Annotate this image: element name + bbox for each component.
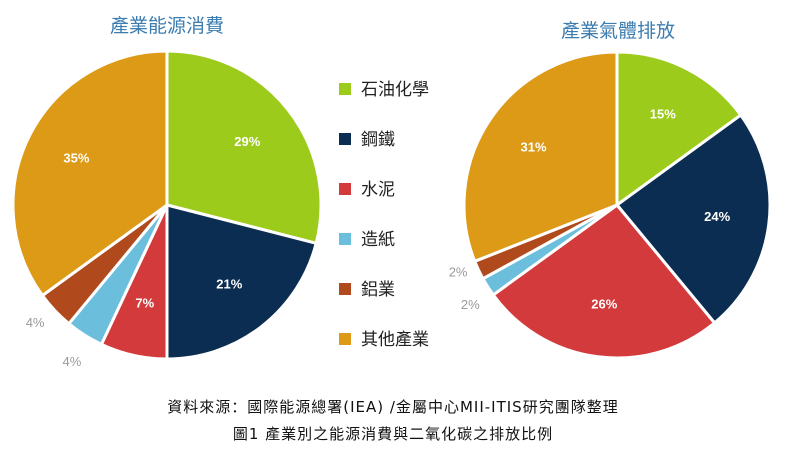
legend-label-5: 其他產業 xyxy=(361,330,429,350)
legend-swatch-0 xyxy=(339,83,351,95)
pie2-label-1: 24% xyxy=(704,209,730,224)
pie2-label-2: 26% xyxy=(591,297,617,312)
source-note: 資料來源：國際能源總署(IEA) /金屬中心MII-ITIS研究團隊整理 xyxy=(167,398,619,416)
pie1-label-5: 35% xyxy=(63,150,89,165)
pie1-slice-1 xyxy=(165,203,318,361)
legend-label-1: 鋼鐵 xyxy=(361,130,395,150)
pie1-label-3: 4% xyxy=(63,354,82,369)
legend-swatch-1 xyxy=(339,133,351,145)
legend-swatch-4 xyxy=(339,283,351,295)
pie2-slice-2 xyxy=(491,202,717,360)
pie1-label-4: 4% xyxy=(26,315,45,330)
legend-label-4: 鋁業 xyxy=(361,280,395,300)
gas-emission-pie: 15% 24% 26% 2% 2% 31% xyxy=(449,50,772,360)
legend-label-2: 水泥 xyxy=(361,180,395,200)
legend-swatch-5 xyxy=(339,333,351,345)
pie2-slice-0 xyxy=(615,50,743,208)
pie1-slice-0 xyxy=(165,49,323,246)
legend-swatch-2 xyxy=(339,183,351,195)
pie1-label-1: 21% xyxy=(216,277,242,292)
emission-pie-title: 產業氣體排放 xyxy=(561,20,675,42)
pie2-slice-1 xyxy=(614,112,772,326)
pie1-label-0: 29% xyxy=(234,134,260,149)
pie2-label-0: 15% xyxy=(650,106,676,121)
legend-swatch-3 xyxy=(339,233,351,245)
energy-pie-title: 產業能源消費 xyxy=(110,15,224,37)
energy-consumption-pie: 29% 21% 7% 4% 4% 35% xyxy=(11,49,323,369)
pie1-slice-5 xyxy=(11,49,169,298)
pie2-slice-5 xyxy=(462,50,619,264)
figure-caption: 圖1 產業別之能源消費與二氧化碳之排放比例 xyxy=(232,425,554,443)
pie1-label-2: 7% xyxy=(135,296,154,311)
legend-label-3: 造紙 xyxy=(361,230,395,250)
pie2-label-3: 2% xyxy=(461,297,480,312)
pie2-label-4: 2% xyxy=(449,264,468,279)
legend-label-0: 石油化學 xyxy=(361,80,429,100)
pie2-label-5: 31% xyxy=(520,140,546,155)
